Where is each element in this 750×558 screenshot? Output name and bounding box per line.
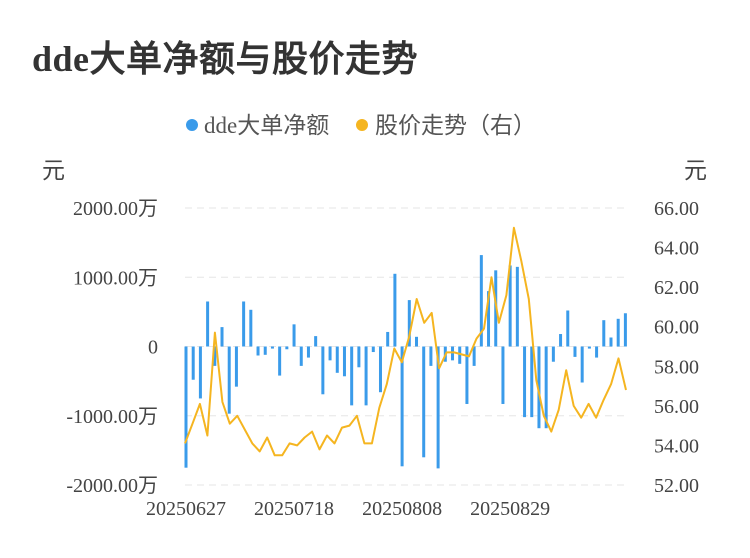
left-axis-ticks: 2000.00万 1000.00万 0 -1000.00万 -2000.00万: [66, 198, 158, 497]
dde-bar: [415, 336, 419, 347]
dde-bar: [278, 346, 282, 376]
dde-bar: [393, 273, 397, 347]
dde-bar: [357, 346, 361, 368]
dde-bar: [328, 346, 332, 361]
dde-bar: [364, 346, 368, 406]
right-tick-label: 54.00: [654, 435, 699, 457]
left-tick-label: -1000.00万: [66, 406, 158, 428]
dde-bar: [436, 346, 440, 469]
left-axis-unit: 元: [42, 158, 65, 183]
dde-bar: [501, 346, 505, 404]
dde-bar: [551, 346, 555, 362]
price-line: [184, 226, 627, 457]
right-tick-label: 58.00: [654, 356, 699, 378]
dde-bar: [350, 346, 354, 406]
chart-title: dde大单净额与股价走势: [32, 39, 419, 79]
x-tick-label: 20250829: [470, 498, 550, 520]
dde-bar: [508, 265, 512, 347]
dde-bar: [573, 346, 577, 357]
dde-bar: [487, 291, 491, 347]
dde-bar: [263, 346, 267, 355]
legend-label-dde[interactable]: dde大单净额: [204, 113, 329, 138]
dde-bar: [544, 346, 548, 429]
dde-bar: [306, 346, 310, 358]
dde-bar: [386, 331, 390, 347]
dde-bar: [292, 324, 296, 347]
dde-bar: [314, 336, 318, 347]
legend-label-price[interactable]: 股价走势（右）: [375, 113, 536, 138]
dde-bar: [472, 346, 476, 366]
dde-bar: [213, 346, 217, 366]
dde-bar: [342, 346, 346, 377]
dde-bar: [566, 310, 570, 347]
dde-bar: [623, 313, 627, 347]
dde-bar: [378, 346, 382, 393]
dde-bar: [595, 346, 599, 358]
left-tick-label: -2000.00万: [66, 475, 158, 497]
dde-bar: [227, 346, 231, 414]
dde-bar: [242, 301, 246, 347]
right-tick-label: 64.00: [654, 238, 699, 260]
dde-bar: [299, 346, 303, 366]
dde-bar: [220, 327, 224, 347]
dde-bar: [523, 346, 527, 418]
dde-bar: [515, 266, 519, 347]
dde-bar: [407, 300, 411, 347]
dde-bars: [184, 255, 627, 469]
dde-bar: [335, 346, 339, 373]
right-tick-label: 52.00: [654, 475, 699, 497]
price-line-path: [184, 226, 627, 457]
dde-bar: [234, 346, 238, 387]
dde-bar: [537, 346, 541, 429]
dde-bar: [184, 346, 188, 468]
dde-bar: [256, 346, 260, 356]
x-tick-label: 20250627: [146, 498, 226, 520]
right-axis-ticks: 66.00 64.00 62.00 60.00 58.00 56.00 54.00 52.00: [654, 198, 699, 497]
dde-bar: [559, 334, 563, 347]
dde-bar: [458, 346, 462, 364]
dde-bar: [465, 346, 469, 404]
right-tick-label: 60.00: [654, 317, 699, 339]
left-tick-label: 0: [148, 337, 158, 359]
dde-bar: [249, 309, 253, 347]
dde-bar: [479, 255, 483, 347]
dde-bar: [609, 337, 613, 347]
legend: dde大单净额 股价走势（右）: [186, 113, 536, 138]
left-tick-label: 1000.00万: [73, 267, 158, 289]
dde-bar: [191, 346, 195, 380]
legend-marker-price: [356, 119, 368, 131]
dde-bar: [580, 346, 584, 383]
dde-bar: [206, 301, 210, 347]
dde-bar: [321, 346, 325, 395]
right-tick-label: 66.00: [654, 198, 699, 220]
x-axis-ticks: 20250627 20250718 20250808 20250829: [146, 498, 550, 520]
dde-bar: [451, 346, 455, 361]
right-tick-label: 56.00: [654, 396, 699, 418]
dde-bar: [422, 346, 426, 458]
dde-bar: [198, 346, 202, 399]
x-tick-label: 20250808: [362, 498, 442, 520]
dde-bar: [530, 346, 534, 418]
dde-bar: [285, 346, 289, 350]
dde-bar: [429, 346, 433, 366]
dde-bar: [616, 318, 620, 347]
dde-bar: [587, 346, 591, 349]
right-tick-label: 62.00: [654, 277, 699, 299]
left-tick-label: 2000.00万: [73, 198, 158, 220]
right-axis-unit: 元: [684, 158, 707, 183]
dde-bar: [270, 346, 274, 349]
dde-bar: [400, 346, 404, 467]
x-tick-label: 20250718: [254, 498, 334, 520]
legend-marker-dde: [186, 119, 198, 131]
dde-bar: [371, 346, 375, 353]
dde-bar: [602, 320, 606, 347]
